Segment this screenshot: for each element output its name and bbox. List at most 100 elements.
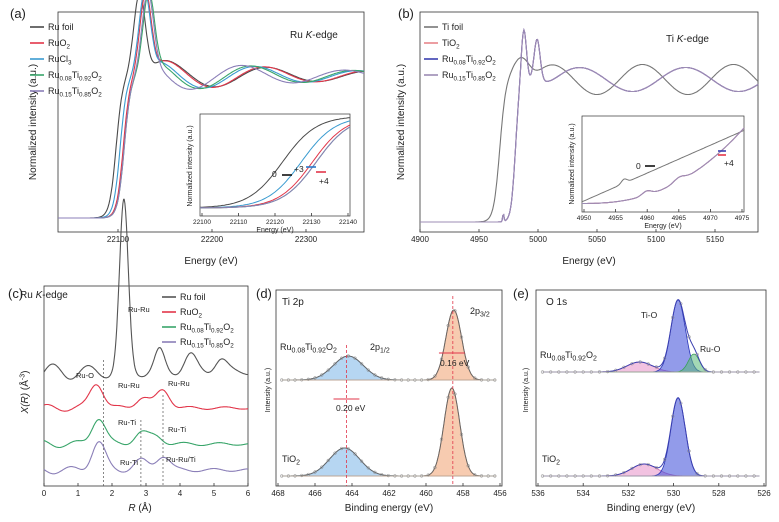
panel-b-legend-label-part: 0.85: [473, 76, 486, 83]
panel-e-xaxis-ticklabel: 534: [577, 489, 591, 498]
panel-c-ylabel: X(R) (Å-3​): [18, 371, 31, 415]
panel-d-bottom-data-point: [373, 470, 377, 474]
panel-d-ylabel: Intensity (a.u.): [265, 368, 272, 412]
panel-d-shift-label: 0.16 eV: [440, 358, 470, 368]
panel-b-legend-label-part: 2: [492, 60, 496, 67]
panel-a-legend-label-part: O: [91, 86, 98, 96]
panel-e-bottom-envelope: [542, 396, 760, 477]
panel-b-inset-xaxis-ticklabel: 4965: [672, 215, 687, 222]
panel-c-title-part: -edge: [42, 290, 68, 301]
panel-c-xlabel: R (Å): [128, 501, 151, 514]
panel-a-legend-label: Ru0.15​Ti0.85​O2​: [48, 86, 102, 99]
panel-e-sample-label: Ru0.08​Ti0.92​O2​: [540, 350, 597, 363]
panel-b-title-part: K: [677, 34, 685, 45]
panel-a-legend-label-part: Ru foil: [48, 22, 74, 32]
panel-c-legend-label-part: Ru foil: [180, 292, 206, 302]
panel-d-bottom-data-point: [326, 458, 330, 463]
panel-c-legend-label-part: 2: [199, 313, 203, 320]
panel-c-ann: Ru-O: [76, 371, 94, 380]
panel-d-sample-label-part: Ti: [305, 342, 312, 352]
panel-e-top-data-point: [630, 362, 634, 366]
panel-e-sample-label-part: O: [586, 350, 593, 360]
panel-c-legend-label-part: Ti: [204, 337, 211, 347]
panel-c-legend-label-part: O: [223, 322, 230, 332]
panel-d-bottom-data-point: [446, 395, 450, 399]
panel-e-tio2-label: TiO2​: [542, 454, 560, 467]
panel-c-legend-label: Ru0.15​Ti0.85​O2​: [180, 337, 234, 350]
panel-e-xaxis-ticklabel: 528: [712, 489, 726, 498]
panel-e-sample-label-part: Ru: [540, 350, 552, 360]
panel-d-top-envelope: [281, 309, 496, 381]
panel-b-inset-xlabel: Energy (eV): [644, 223, 681, 230]
panel-a-inset-xaxis-ticklabel: 22130: [302, 219, 320, 226]
panel-c-xlabel-part: (Å): [136, 501, 152, 514]
panel-d-top-data-point: [433, 374, 437, 378]
panel-e-bottom-component-1: [542, 397, 760, 477]
panel-b-legend-label-part: Ru: [442, 70, 454, 80]
panel-c-ann: Ru-Ru: [168, 379, 190, 388]
panel-b-xaxis-ticklabel: 5150: [706, 235, 724, 244]
panel-b-inset-ann: +4: [724, 158, 734, 168]
panel-e-bottom-data-point: [679, 401, 683, 405]
panel-c-legend-label-part: 2: [230, 343, 234, 350]
panel-a-inset-xaxis-ticklabel: 22110: [230, 219, 248, 226]
panel-d-top-data-point: [459, 335, 464, 339]
panel-e-bottom-data-point: [695, 471, 699, 476]
panel-a-letter: (a): [10, 6, 26, 21]
panel-e-xaxis-ticklabel: 536: [531, 489, 545, 498]
panel-c-ann: Ru-Ti: [168, 425, 186, 434]
panel-e-frame: [535, 289, 767, 487]
panel-e-tio-label: Ti-O: [641, 310, 658, 320]
panel-d-bottom-data-point: [459, 432, 464, 437]
panel-b-legend-label-part: O: [485, 70, 492, 80]
panel-b-legend-label-part: 0.08: [454, 60, 467, 67]
panel-b-inset-frame: [581, 115, 745, 213]
panel-b-title-part: -edge: [683, 34, 709, 45]
panel-c-xaxis-ticklabel: 5: [212, 489, 217, 498]
panel-b-title: Ti K-edge: [666, 34, 709, 45]
panel-e-xaxis-ticklabel: 526: [757, 489, 771, 498]
panel-d-bottom-data-point: [333, 451, 337, 455]
panel-c-ann: Ru-Ru/Ti: [166, 455, 196, 464]
panel-a-legend-label-part: Ru: [48, 70, 60, 80]
panel-d-top-data-point: [473, 376, 477, 380]
panel-c-legend-label-part: 0.15: [192, 343, 205, 350]
panel-a-ylabel: Normalized intensity (a.u.): [28, 64, 39, 180]
panel-a-legend-label-part: RuCl: [48, 54, 68, 64]
panel-d-top-data-point: [326, 368, 330, 372]
panel-a-legend-label-part: 0.15: [60, 92, 73, 99]
panel-b-legend-label-part: 2: [492, 76, 496, 83]
panel-b-inset-xaxis-ticklabel: 4960: [640, 215, 655, 222]
panel-b-legend-label: Ru0.08​Ti0.92​O2​: [442, 54, 496, 67]
panel-d-bottom-data-point: [439, 437, 444, 441]
panel-a-legend-label: Ru0.08​Ti0.92​O2​: [48, 70, 102, 83]
panel-e-bottom-data-point: [671, 414, 675, 418]
panel-b-letter: (b): [398, 6, 414, 21]
panel-a-xlabel: Energy (eV): [184, 256, 237, 267]
panel-a-inset-xaxis-ticklabel: 22120: [266, 219, 284, 226]
panel-e-bottom-data-point: [687, 449, 691, 453]
panel-d-sample-label: Ru0.08​Ti0.92​O2​: [280, 342, 337, 355]
panel-e-sample-label-part: 2: [593, 356, 597, 363]
panel-a-legend-label-part: Ru: [48, 86, 60, 96]
panel-b-legend-label-part: Ti: [466, 54, 473, 64]
panel-d-xaxis-ticklabel: 456: [493, 489, 507, 498]
panel-b-title-part: Ti: [666, 34, 677, 45]
panel-d-top-data-point: [453, 309, 457, 313]
panel-a-inset-ann: +3: [294, 164, 304, 174]
panel-b-inset-line-0: [581, 129, 745, 203]
panel-a-legend-label-part: 0.08: [60, 76, 73, 83]
panel-a-xaxis-ticklabel: 22100: [107, 235, 130, 244]
panel-d-bottom-data-point: [426, 473, 430, 477]
panel-c-legend-label-part: O: [223, 337, 230, 347]
panel-d-p12-label: 2p1/2​: [370, 342, 390, 355]
panel-c-legend-label: Ru0.08​Ti0.92​O2​: [180, 322, 234, 335]
panel-c-ylabel-part: X(R): [20, 393, 31, 415]
panel-a-line-4: [58, 0, 365, 219]
panel-d-top-data-point: [306, 377, 310, 381]
panel-d-bottom-data-point: [359, 459, 364, 463]
panel-a-legend-label-part: Ti: [72, 86, 79, 96]
panel-d-top-data-point: [353, 356, 357, 360]
panel-c-legend-label: Ru foil: [180, 292, 206, 302]
